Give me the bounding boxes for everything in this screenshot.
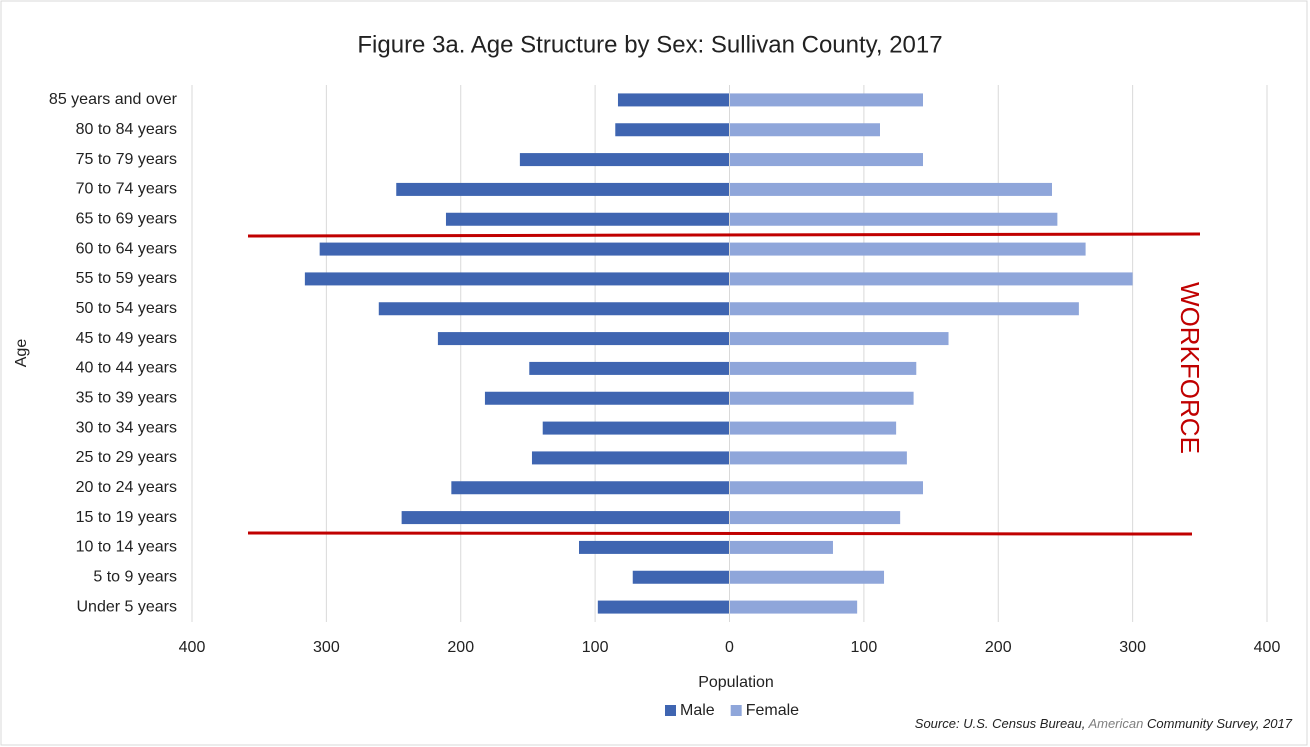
x-tick-label: 100 — [851, 639, 878, 656]
y-tick-label: 5 to 9 years — [93, 568, 177, 585]
y-tick-label: 65 to 69 years — [76, 210, 177, 227]
bar — [615, 123, 730, 137]
bar — [579, 540, 730, 554]
x-tick-label: 400 — [1254, 639, 1281, 656]
y-tick-label: 80 to 84 years — [76, 121, 177, 138]
x-tick-label: 200 — [985, 639, 1012, 656]
y-tick-label: 10 to 14 years — [76, 539, 177, 556]
x-tick-label: 400 — [179, 639, 206, 656]
x-tick-label: 100 — [582, 639, 609, 656]
bar — [729, 93, 923, 107]
workforce-lower-line — [247, 531, 1193, 536]
source-part: Source: U.S. Census Bureau, — [915, 716, 1086, 731]
legend: Male Female — [665, 702, 799, 719]
bar — [729, 600, 858, 614]
y-tick-label: 25 to 29 years — [76, 449, 177, 466]
bar — [729, 391, 914, 405]
bar — [729, 332, 949, 346]
y-tick-label: 45 to 49 years — [76, 330, 177, 347]
bar — [729, 272, 1133, 286]
source: Source: U.S. Census Bureau, American Com… — [915, 716, 1293, 731]
y-tick-label: 30 to 34 years — [76, 419, 177, 436]
y-tick-label: Under 5 years — [77, 598, 178, 615]
legend-label: Female — [746, 702, 799, 719]
y-tick-label: 70 to 74 years — [76, 181, 177, 198]
bar — [729, 511, 901, 525]
bar — [729, 451, 907, 465]
bar — [304, 272, 730, 286]
bar — [729, 123, 880, 137]
bar — [597, 600, 730, 614]
y-tick-label: 55 to 59 years — [76, 270, 177, 287]
source-part: American — [1087, 716, 1143, 731]
bar — [729, 540, 833, 554]
bar — [529, 361, 730, 375]
legend-swatch — [730, 705, 742, 716]
x-tick-label: 200 — [447, 639, 474, 656]
legend-swatch — [665, 705, 676, 716]
bar — [729, 361, 917, 375]
bar — [319, 242, 730, 256]
bar — [729, 421, 897, 435]
bar — [401, 511, 730, 525]
plot-area: 400 300 200 100 0 100 200 300 400 85 years and ov… — [49, 85, 1281, 656]
bar — [445, 212, 730, 226]
x-tick-label: 300 — [1119, 639, 1146, 656]
y-tick-label: 15 to 19 years — [76, 509, 177, 526]
y-tick-label: 60 to 64 years — [76, 240, 177, 257]
bar — [519, 153, 730, 167]
y-axis-title: Age — [13, 339, 30, 368]
legend-label: Male — [680, 702, 715, 719]
bar — [378, 302, 730, 316]
y-tick-label: 85 years and over — [49, 91, 178, 108]
y-tick-label: 35 to 39 years — [76, 389, 177, 406]
workforce-upper-line — [247, 232, 1201, 238]
y-tick-label: 20 to 24 years — [76, 479, 177, 496]
chart-title: Figure 3a. Age Structure by Sex: Sulliva… — [357, 31, 942, 58]
bar — [531, 451, 730, 465]
x-axis-title: Population — [698, 674, 774, 691]
bar — [729, 242, 1086, 256]
y-tick-label: 75 to 79 years — [76, 151, 177, 168]
annotation: WORKFORCE — [1175, 282, 1205, 454]
x-tick-label: 300 — [313, 639, 340, 656]
bar — [729, 570, 885, 584]
bar — [729, 153, 923, 167]
bar — [729, 481, 923, 495]
y-tick-label: 50 to 54 years — [76, 300, 177, 317]
x-tick-label: 0 — [725, 639, 734, 656]
bar — [484, 391, 730, 405]
bar — [632, 570, 730, 584]
y-tick-label: 40 to 44 years — [76, 360, 177, 377]
bar — [729, 302, 1079, 316]
bar — [396, 182, 730, 196]
bar — [617, 93, 730, 107]
bar — [729, 182, 1052, 196]
bar — [729, 212, 1058, 226]
bar — [451, 481, 730, 495]
bar — [542, 421, 730, 435]
source-part: Community Survey, 2017 — [1147, 716, 1293, 731]
bar — [437, 332, 730, 346]
